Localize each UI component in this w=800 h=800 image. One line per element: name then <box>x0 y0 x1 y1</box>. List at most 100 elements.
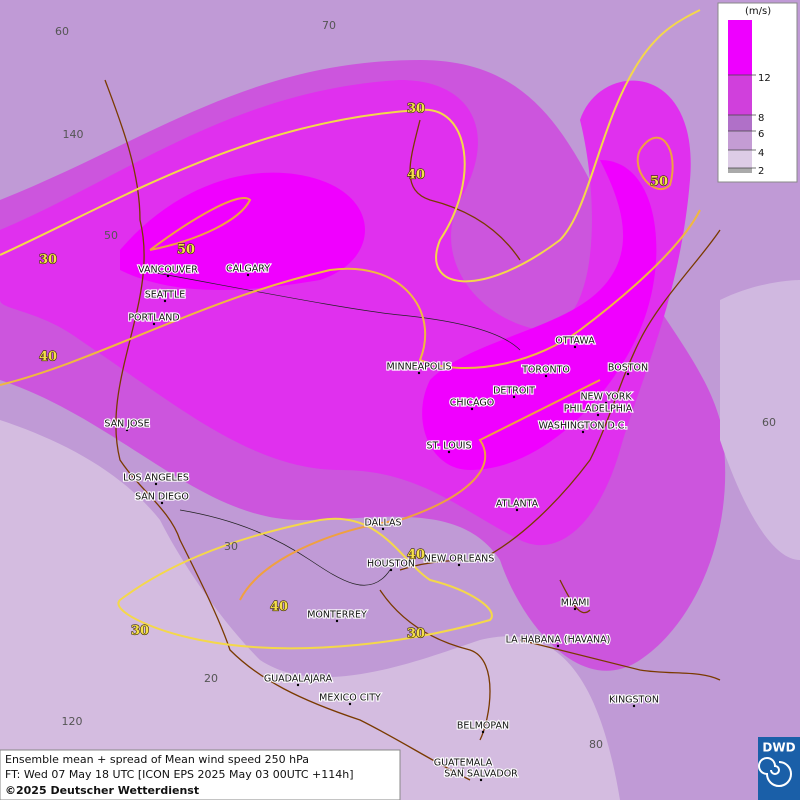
legend-tick-label: 8 <box>758 113 764 124</box>
contour-label: 30 <box>407 102 425 117</box>
coastline <box>379 589 491 741</box>
city-marker <box>154 482 158 486</box>
city-label: SAN JOSE <box>104 419 149 430</box>
city-label: PORTLAND <box>128 313 179 324</box>
city-marker <box>389 568 393 572</box>
coastline <box>519 639 721 681</box>
graticule-label: 50 <box>104 229 118 242</box>
field-low-wind <box>720 280 800 560</box>
city-marker <box>125 428 129 432</box>
city-marker <box>152 322 156 326</box>
contour-label: 30 <box>407 627 425 642</box>
coastlines <box>104 79 721 781</box>
city-marker <box>246 273 250 277</box>
city-marker <box>512 395 516 399</box>
legend-unit: (m/s) <box>745 6 771 17</box>
city-marker <box>632 704 636 708</box>
city-label: SAN DIEGO <box>135 492 189 503</box>
field-jet-core <box>422 160 657 470</box>
graticule-label: 80 <box>589 738 603 751</box>
city-label: MONTERREY <box>307 610 367 621</box>
contours <box>0 9 701 650</box>
contour-label: 50 <box>650 175 668 190</box>
legend-tick-label: 12 <box>758 73 771 84</box>
city-marker <box>556 644 560 648</box>
city-label: VANCOUVER <box>138 265 198 276</box>
coastline <box>399 229 721 571</box>
city-marker <box>447 450 451 454</box>
contour-label: 30 <box>131 624 149 639</box>
legend-swatch <box>728 150 752 168</box>
city-marker <box>581 430 585 434</box>
city-label: LA HABANA (HAVANA) <box>506 635 611 646</box>
legend-tick-label: 2 <box>758 166 764 177</box>
caption-line: FT: Wed 07 May 18 UTC [ICON EPS 2025 May… <box>5 768 354 781</box>
graticule-label: 120 <box>62 715 83 728</box>
city-label: SAN SALVADOR <box>444 769 518 780</box>
city-marker <box>348 702 352 706</box>
city-label: MEXICO CITY <box>319 693 381 704</box>
city-label: CALGARY <box>226 264 270 275</box>
legend-ticks: 12 8 6 4 2 <box>728 73 771 177</box>
contour-50 <box>149 197 252 251</box>
city-marker <box>166 274 170 278</box>
city-label: CHICAGO <box>450 398 494 409</box>
labels: 70 60 140 50 60 30 20 120 80 VANCOUVER CALGARY SEAT… <box>38 19 776 782</box>
city-label: NEW YORK <box>580 392 632 403</box>
graticule-label: 30 <box>224 540 238 553</box>
legend-tick-label: 4 <box>758 148 764 159</box>
caption-line: Ensemble mean + spread of Mean wind spee… <box>5 753 309 766</box>
contour-label: 30 <box>39 253 57 268</box>
city-marker <box>481 730 485 734</box>
city-label: PHILADELPHIA <box>564 404 633 415</box>
city-label: OTTAWA <box>555 336 595 347</box>
graticule-label: 70 <box>322 19 336 32</box>
field-low-wind <box>0 420 620 800</box>
contour-40 <box>0 209 701 386</box>
city-marker <box>470 407 474 411</box>
border <box>139 269 521 351</box>
city-label: WASHINGTON D.C. <box>539 421 628 432</box>
contour-label: 40 <box>407 548 425 563</box>
city-marker <box>573 345 577 349</box>
city-marker <box>515 508 519 512</box>
city-marker <box>381 527 385 531</box>
city-marker <box>596 413 600 417</box>
city-marker <box>479 778 483 782</box>
legend-tick-label: 6 <box>758 129 764 140</box>
contour-label: 40 <box>270 600 288 615</box>
legend-swatch <box>728 168 752 173</box>
legend-swatch <box>728 115 752 131</box>
graticule-label: 20 <box>204 672 218 685</box>
contour-label: 40 <box>39 350 57 365</box>
city-label: DETROIT <box>493 386 535 397</box>
contour-30 <box>0 9 701 283</box>
city-label: LOS ANGELES <box>123 473 189 484</box>
logo-text: DWD <box>762 741 795 755</box>
legend-swatch <box>728 131 752 150</box>
city-label: GUADALAJARA <box>264 674 333 685</box>
city-label: KINGSTON <box>609 695 659 706</box>
field-jet-core <box>120 172 365 290</box>
graticule-label: 140 <box>63 128 84 141</box>
city-label: MIAMI <box>561 598 590 609</box>
contour-30 <box>117 517 493 650</box>
coastline <box>559 579 591 614</box>
coastline <box>409 119 521 261</box>
city-label: MINNEAPOLIS <box>386 362 451 373</box>
city-marker <box>604 401 608 405</box>
city-marker <box>461 767 465 771</box>
legend-swatch <box>728 20 752 75</box>
city-marker <box>163 299 167 303</box>
city-label: SEATTLE <box>145 290 186 301</box>
city-label: DALLAS <box>365 518 402 529</box>
contour-label: 50 <box>177 243 195 258</box>
graticule-label: 60 <box>762 416 776 429</box>
city-label: NEW ORLEANS <box>424 554 495 565</box>
borders <box>139 269 521 586</box>
legend: (m/s) 12 8 6 4 2 <box>717 2 798 183</box>
city-label: BELMOPAN <box>457 721 509 732</box>
city-marker <box>626 372 630 376</box>
city-marker <box>417 371 421 375</box>
